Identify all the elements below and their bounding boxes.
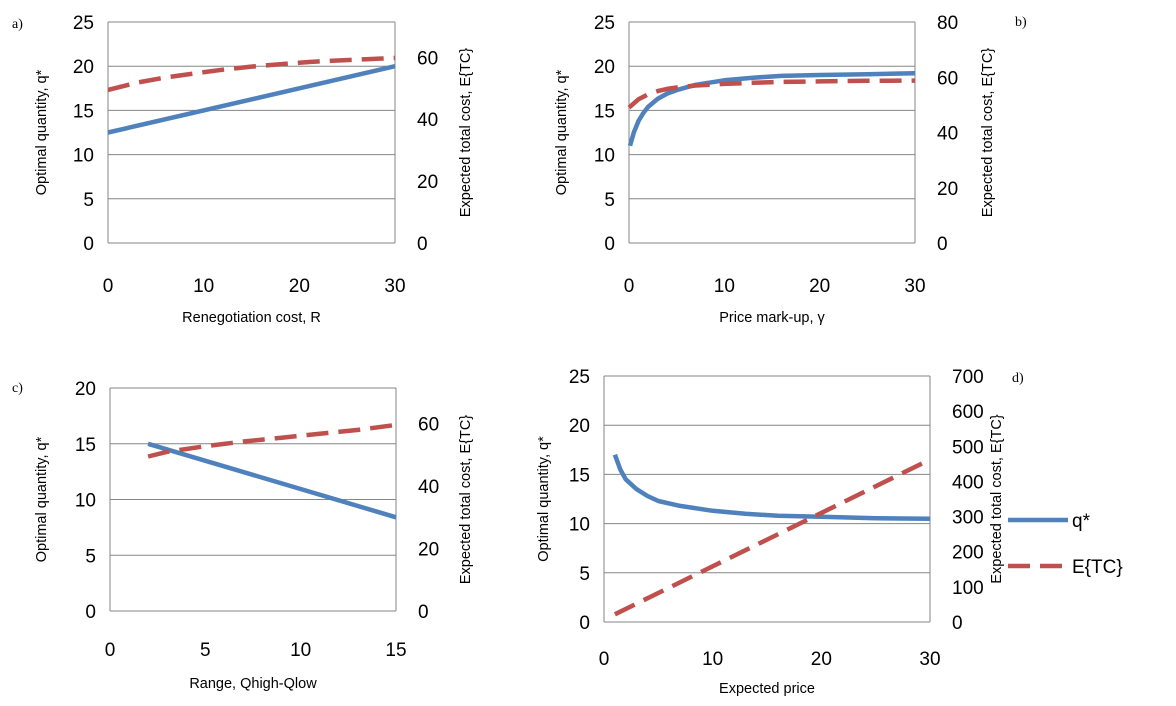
y-tick-label: 0 <box>83 234 94 255</box>
y2-tick-label: 700 <box>952 367 984 388</box>
x-tick-label: 15 <box>385 640 406 661</box>
y2-tick-label: 40 <box>937 124 958 145</box>
y-tick-label: 20 <box>75 379 96 400</box>
y2-tick-label: 100 <box>952 578 984 599</box>
y2-axis-title: Expected total cost, E{TC} <box>458 415 474 584</box>
y-tick-label: 10 <box>73 146 94 167</box>
y-tick-label: 5 <box>579 564 590 585</box>
y2-tick-label: 20 <box>417 172 438 193</box>
x-tick-label: 10 <box>702 649 723 670</box>
y2-tick-label: 20 <box>418 540 439 561</box>
y2-tick-label: 40 <box>417 110 438 131</box>
y2-tick-label: 0 <box>417 234 428 255</box>
y2-tick-label: 60 <box>417 48 438 69</box>
x-tick-label: 10 <box>290 640 311 661</box>
y-tick-label: 10 <box>594 146 615 167</box>
panel-label: b) <box>1015 15 1027 30</box>
x-tick-label: 0 <box>599 649 610 670</box>
y-axis-title: Optimal quantity, q* <box>554 69 570 195</box>
x-tick-label: 20 <box>811 649 832 670</box>
y-tick-label: 15 <box>75 435 96 456</box>
panel-label: d) <box>1012 371 1024 386</box>
y-tick-label: 0 <box>604 234 615 255</box>
y-tick-label: 25 <box>73 13 94 34</box>
y-tick-label: 20 <box>73 57 94 78</box>
x-tick-label: 10 <box>193 276 214 297</box>
y2-axis-title: Expected total cost, E{TC} <box>989 414 1005 583</box>
panel-label: a) <box>12 17 23 32</box>
series-etc-line <box>147 422 397 459</box>
series-etc-line <box>107 55 396 93</box>
y-axis-title: Optimal quantity, q* <box>34 69 50 195</box>
series-q-line <box>627 71 916 147</box>
y-axis-title: Optimal quantity, q* <box>34 436 50 562</box>
y-tick-label: 0 <box>85 602 96 623</box>
series-q-line <box>612 453 931 521</box>
series-q-line <box>147 441 397 520</box>
y-tick-label: 0 <box>579 613 590 634</box>
x-tick-label: 5 <box>200 640 211 661</box>
y2-tick-label: 500 <box>952 437 984 458</box>
series-q-line <box>107 64 396 135</box>
x-tick-label: 0 <box>103 276 114 297</box>
y2-axis-title: Expected total cost, E{TC} <box>458 48 474 217</box>
y2-axis-title: Expected total cost, E{TC} <box>980 48 996 217</box>
y-tick-label: 20 <box>594 57 615 78</box>
y-tick-label: 5 <box>83 190 94 211</box>
y2-tick-label: 0 <box>937 234 948 255</box>
legend-label: q* <box>1072 511 1091 532</box>
y2-tick-label: 400 <box>952 472 984 493</box>
x-axis-title: Price mark-up, γ <box>719 310 825 326</box>
y2-tick-label: 20 <box>937 179 958 200</box>
y2-tick-label: 40 <box>418 477 439 498</box>
x-tick-label: 10 <box>714 276 735 297</box>
y-tick-label: 5 <box>85 546 96 567</box>
y2-tick-label: 200 <box>952 543 984 564</box>
x-axis-title: Expected price <box>719 681 815 697</box>
y-tick-label: 25 <box>569 367 590 388</box>
y2-tick-label: 0 <box>418 602 429 623</box>
y-tick-label: 10 <box>569 515 590 536</box>
x-tick-label: 30 <box>919 649 940 670</box>
x-axis-title: Range, Qhigh-Qlow <box>189 676 317 692</box>
x-axis-title: Renegotiation cost, R <box>182 310 321 326</box>
series-etc-line <box>613 457 931 617</box>
panel-label: c) <box>12 381 23 396</box>
x-tick-label: 20 <box>289 276 310 297</box>
y-tick-label: 15 <box>73 101 94 122</box>
y2-tick-label: 60 <box>937 68 958 89</box>
x-tick-label: 30 <box>904 276 925 297</box>
y-tick-label: 15 <box>594 101 615 122</box>
y2-tick-label: 80 <box>937 13 958 34</box>
x-tick-label: 20 <box>809 276 830 297</box>
legend-label: E{TC} <box>1072 557 1123 578</box>
series-etc-line <box>627 78 916 110</box>
y2-tick-label: 0 <box>952 613 963 634</box>
y-tick-label: 5 <box>604 190 615 211</box>
x-tick-label: 30 <box>384 276 405 297</box>
y-tick-label: 20 <box>569 416 590 437</box>
y2-tick-label: 300 <box>952 508 984 529</box>
y2-tick-label: 600 <box>952 402 984 423</box>
y2-tick-label: 60 <box>418 415 439 436</box>
x-tick-label: 0 <box>105 640 116 661</box>
y-tick-label: 15 <box>569 465 590 486</box>
x-tick-label: 0 <box>624 276 635 297</box>
y-axis-title: Optimal quantity, q* <box>536 436 552 562</box>
y-tick-label: 10 <box>75 491 96 512</box>
y-tick-label: 25 <box>594 13 615 34</box>
